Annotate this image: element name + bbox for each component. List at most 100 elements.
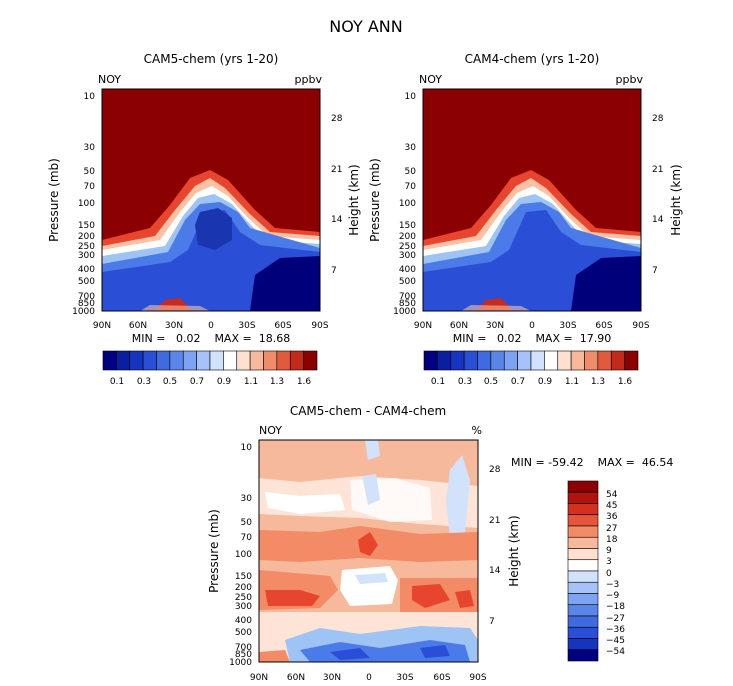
colorbar [567,480,599,662]
corner-left-label: NOY [259,424,282,437]
y2-tick-label: 14 [652,215,664,225]
colorbar-swatch [567,649,599,662]
y-tick-label: 100 [235,550,252,560]
y-tick-label: 150 [399,221,416,231]
colorbar-swatch [236,350,251,371]
y-tick-label: 700 [235,643,252,653]
colorbar-swatch [567,559,599,572]
y-tick-label: 50 [84,167,96,177]
y-tick-label: 850 [78,299,95,309]
x-tick-label: 30S [396,673,413,683]
colorbar-swatch [490,350,505,371]
colorbar-swatch [567,570,599,583]
y-axis-label: Pressure (mb) [47,158,61,242]
y-tick-label: 200 [399,232,416,242]
x-tick-label: 60N [287,673,305,683]
y2-tick-label: 28 [652,114,664,124]
colorbar-swatch [263,350,278,371]
x-tick-label: 0 [529,321,535,331]
y-tick-label: 850 [235,650,252,660]
panel-title: CAM5-chem - CAM4-chem [290,404,446,418]
colorbar-swatch [610,350,625,371]
colorbar-swatch [567,514,599,527]
y-tick-label: 1000 [393,307,416,317]
colorbar-label: 18 [606,535,618,545]
stats-label: MIN = -59.42 MAX = 46.54 [511,456,673,469]
x-tick-label: 90N [93,321,111,331]
colorbar-label: 54 [606,490,618,500]
panel-cam5: CAM5-chem (yrs 1-20) NOY ppbv 10 30 50 7… [47,52,361,387]
colorbar-swatch [289,350,304,371]
colorbar-swatch [169,350,184,371]
colorbar-swatch [567,503,599,516]
y-tick-label: 850 [399,299,416,309]
y-tick-label: 10 [241,443,253,453]
colorbar-label: −27 [606,614,625,624]
colorbar-swatch [156,350,171,371]
x-tick-label: 0 [208,321,214,331]
y2-tick-label: 28 [331,114,343,124]
colorbar-swatch [437,350,452,371]
colorbar-swatch [142,350,157,371]
x-tick-label: 30N [323,673,341,683]
colorbar-swatch [567,548,599,561]
colorbar-swatch [182,350,197,371]
colorbar-swatch [223,350,238,371]
x-tick-label: 60S [274,321,291,331]
colorbar-label: 0.9 [217,377,232,387]
colorbar-swatch [517,350,532,371]
y-tick-label: 700 [78,292,95,302]
colorbar-label: 1.6 [297,377,312,387]
colorbar-label: 1.3 [270,377,284,387]
y2-axis-label: Height (km) [669,164,683,235]
colorbar-swatch [423,350,438,371]
colorbar-label: 0.9 [538,377,553,387]
y-tick-label: 1000 [72,307,95,317]
y-tick-label: 300 [78,251,95,261]
colorbar-swatch [503,350,518,371]
x-tick-label: 90N [250,673,268,683]
colorbar-label: 0.7 [511,377,525,387]
panel-difference: CAM5-chem - CAM4-chem NOY % [207,404,673,683]
y-tick-label: 30 [241,494,253,504]
colorbar-label: 1.3 [591,377,605,387]
y-tick-label: 400 [399,265,416,275]
colorbar-swatch [567,536,599,549]
y-tick-label: 100 [399,199,416,209]
y2-tick-label: 21 [652,165,663,175]
colorbar-swatch [544,350,559,371]
y-tick-label: 400 [78,265,95,275]
x-tick-label: 30S [559,321,576,331]
heatmap-field [259,440,478,662]
x-tick-label: 90S [632,321,649,331]
colorbar-label: 0.1 [431,377,445,387]
colorbar-swatch [557,350,572,371]
colorbar-label: −18 [606,602,625,612]
colorbar-label: 1.1 [565,377,579,387]
y2-tick-label: 7 [489,617,495,627]
colorbar-swatch [249,350,264,371]
x-tick-label: 60S [595,321,612,331]
colorbar-label: 0.5 [484,377,498,387]
colorbar-label: 3 [606,557,612,567]
colorbar-swatch [276,350,291,371]
colorbar-label: −3 [606,580,619,590]
colorbar-swatch [303,350,318,371]
colorbar-label: 1.6 [618,377,633,387]
colorbar-swatch [624,350,639,371]
y2-tick-label: 14 [489,566,501,576]
y-tick-label: 50 [405,167,417,177]
colorbar-swatch [102,350,117,371]
colorbar-label: 0.7 [190,377,204,387]
colorbar-label: 0.1 [110,377,124,387]
colorbar [102,350,318,371]
colorbar-swatch [477,350,492,371]
y2-tick-label: 7 [652,266,658,276]
y2-tick-label: 21 [331,165,342,175]
colorbar-swatch [567,604,599,617]
colorbar-swatch [196,350,211,371]
y-tick-label: 200 [78,232,95,242]
y-tick-label: 300 [399,251,416,261]
y-tick-label: 30 [84,143,96,153]
